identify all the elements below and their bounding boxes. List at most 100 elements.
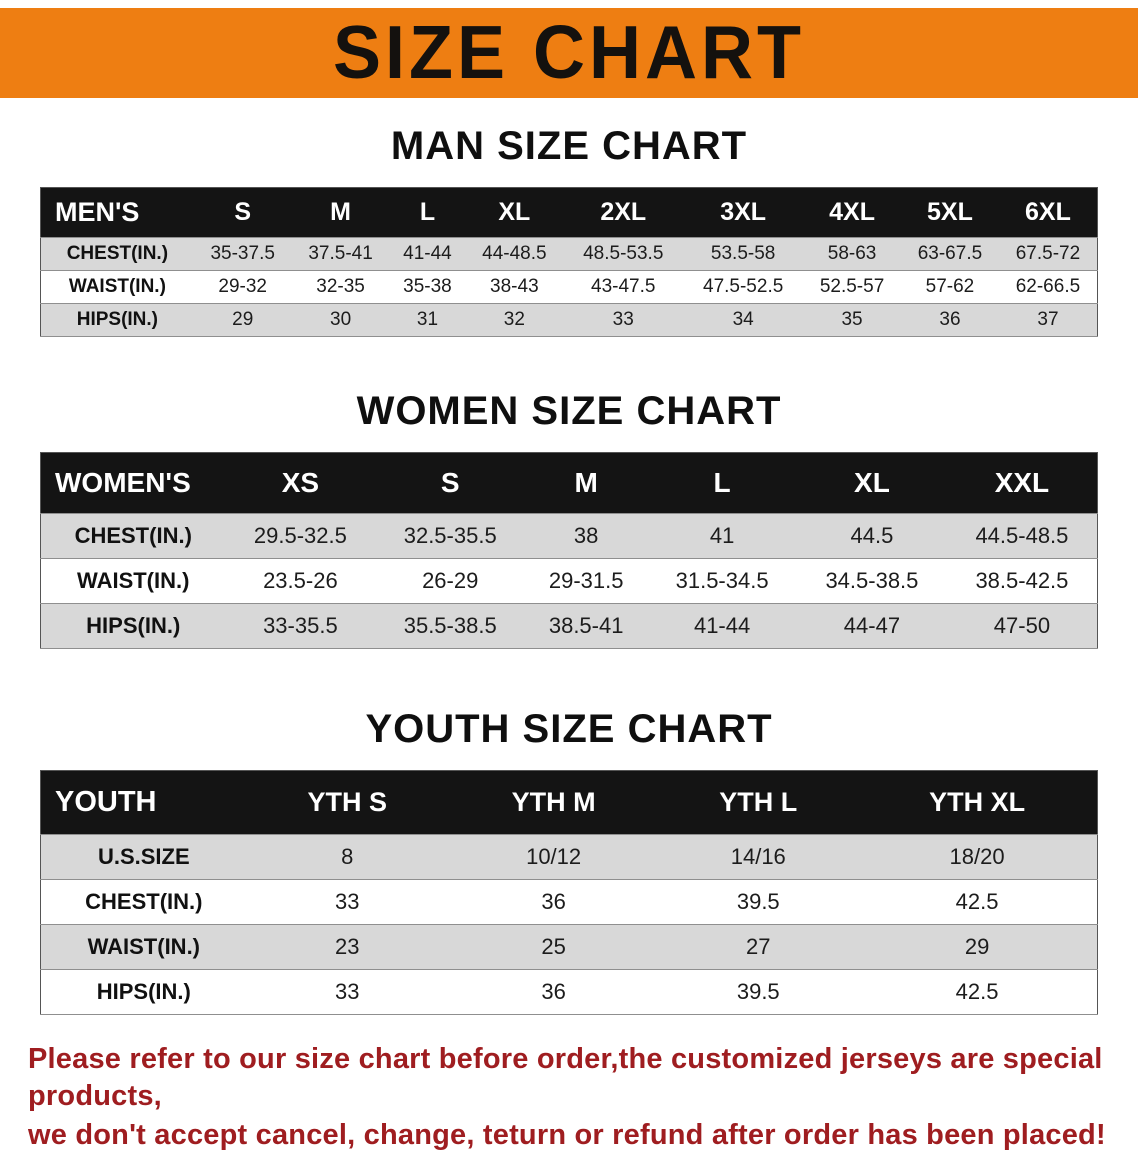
size-value-cell: 37.5-41 (291, 237, 390, 271)
size-value-cell: 29.5-32.5 (225, 513, 376, 559)
size-value-cell: 31.5-34.5 (647, 558, 798, 604)
size-value-cell: 39.5 (659, 879, 858, 925)
size-value-cell: 47.5-52.5 (683, 270, 804, 304)
table-header-row: YOUTH YTH S YTH M YTH L YTH XL (40, 770, 1098, 835)
size-value-cell: 41-44 (389, 237, 466, 271)
size-value-cell: 42.5 (857, 969, 1098, 1015)
table-head: WOMEN'S XS S M L XL XXL (40, 452, 1098, 514)
size-column-header: 5XL (901, 187, 999, 238)
size-column-header: L (647, 452, 798, 514)
row-label: HIPS(IN.) (40, 603, 226, 649)
size-value-cell: 36 (447, 969, 660, 1015)
size-column-header: YTH M (447, 770, 660, 835)
size-column-header: M (291, 187, 390, 238)
row-label: WAIST(IN.) (40, 558, 226, 604)
size-value-cell: 31 (389, 303, 466, 337)
table-row: CHEST(IN.) 29.5-32.5 32.5-35.5 38 41 44.5 44.5… (40, 513, 1098, 559)
size-chart-page: SIZE CHART MAN SIZE CHART MEN'S S M L XL 2XL 3… (0, 8, 1138, 1154)
table-row: CHEST(IN.) 33 36 39.5 42.5 (40, 879, 1098, 925)
size-column-header: 4XL (803, 187, 901, 238)
size-value-cell: 34 (683, 303, 804, 337)
size-value-cell: 26-29 (375, 558, 526, 604)
size-column-header: S (375, 452, 526, 514)
size-value-cell: 47-50 (946, 603, 1098, 649)
footer-line-1: Please refer to our size chart before or… (28, 1043, 1103, 1113)
size-column-header: XL (797, 452, 947, 514)
table-body: U.S.SIZE 8 10/12 14/16 18/20 CHEST(IN.) 33 36 39… (40, 834, 1098, 1015)
youth-section-heading: YOUTH SIZE CHART (365, 707, 773, 751)
table-header-row: MEN'S S M L XL 2XL 3XL 4XL 5XL 6XL (40, 187, 1098, 238)
table-row: U.S.SIZE 8 10/12 14/16 18/20 (40, 834, 1098, 880)
row-label: CHEST(IN.) (40, 237, 194, 271)
women-size-table: WOMEN'S XS S M L XL XXL CHEST(IN.) 29.5-32.5 32.5… (40, 452, 1098, 649)
size-value-cell: 33 (246, 879, 448, 925)
table-row: WAIST(IN.) 29-32 32-35 35-38 38-43 43-47.5 47.… (40, 270, 1098, 304)
size-value-cell: 38.5-41 (525, 603, 648, 649)
size-column-header: XS (225, 452, 376, 514)
size-column-header: YTH XL (857, 770, 1098, 835)
table-title-cell: WOMEN'S (40, 452, 226, 514)
size-value-cell: 33 (563, 303, 684, 337)
size-value-cell: 10/12 (447, 834, 660, 880)
size-column-header: L (389, 187, 466, 238)
women-section-heading: WOMEN SIZE CHART (356, 389, 782, 433)
size-value-cell: 48.5-53.5 (563, 237, 684, 271)
size-value-cell: 27 (659, 924, 858, 970)
size-column-header: YTH L (659, 770, 858, 835)
size-value-cell: 14/16 (659, 834, 858, 880)
table-body: CHEST(IN.) 29.5-32.5 32.5-35.5 38 41 44.5 44.5… (40, 513, 1098, 649)
size-column-header: 2XL (563, 187, 684, 238)
size-value-cell: 58-63 (803, 237, 901, 271)
row-label: HIPS(IN.) (40, 969, 247, 1015)
size-value-cell: 33-35.5 (225, 603, 376, 649)
table-row: HIPS(IN.) 33-35.5 35.5-38.5 38.5-41 41-44 44-… (40, 603, 1098, 649)
size-value-cell: 35-37.5 (193, 237, 292, 271)
size-value-cell: 44-47 (797, 603, 947, 649)
size-value-cell: 32 (465, 303, 564, 337)
table-row: HIPS(IN.) 33 36 39.5 42.5 (40, 969, 1098, 1015)
table-row: HIPS(IN.) 29 30 31 32 33 34 35 36 37 (40, 303, 1098, 337)
section-youth: YOUTH SIZE CHART YOUTH YTH S YTH M YTH L YTH… (0, 707, 1138, 1015)
size-value-cell: 67.5-72 (998, 237, 1098, 271)
table-header-row: WOMEN'S XS S M L XL XXL (40, 452, 1098, 514)
row-label: WAIST(IN.) (40, 924, 247, 970)
size-value-cell: 44.5 (797, 513, 947, 559)
size-value-cell: 35.5-38.5 (375, 603, 526, 649)
footer-note: Please refer to our size chart before or… (0, 1041, 1138, 1154)
size-value-cell: 34.5-38.5 (797, 558, 947, 604)
row-label: U.S.SIZE (40, 834, 247, 880)
size-value-cell: 63-67.5 (901, 237, 999, 271)
size-column-header: S (193, 187, 292, 238)
banner: SIZE CHART (0, 8, 1138, 98)
size-column-header: 6XL (998, 187, 1098, 238)
size-value-cell: 32-35 (291, 270, 390, 304)
size-value-cell: 44.5-48.5 (946, 513, 1098, 559)
size-column-header: M (525, 452, 648, 514)
size-value-cell: 18/20 (857, 834, 1098, 880)
table-row: WAIST(IN.) 23.5-26 26-29 29-31.5 31.5-34.5 34… (40, 558, 1098, 604)
row-label: HIPS(IN.) (40, 303, 194, 337)
size-value-cell: 25 (447, 924, 660, 970)
row-label: CHEST(IN.) (40, 879, 247, 925)
size-value-cell: 38-43 (465, 270, 564, 304)
table-head: YOUTH YTH S YTH M YTH L YTH XL (40, 770, 1098, 835)
table-row: WAIST(IN.) 23 25 27 29 (40, 924, 1098, 970)
table-body: CHEST(IN.) 35-37.5 37.5-41 41-44 44-48.5 48.5… (40, 237, 1098, 337)
size-value-cell: 39.5 (659, 969, 858, 1015)
size-value-cell: 30 (291, 303, 390, 337)
size-value-cell: 53.5-58 (683, 237, 804, 271)
size-value-cell: 36 (901, 303, 999, 337)
size-value-cell: 29 (193, 303, 292, 337)
size-value-cell: 29-31.5 (525, 558, 648, 604)
size-value-cell: 41-44 (647, 603, 798, 649)
men-section-heading: MAN SIZE CHART (390, 124, 748, 168)
size-value-cell: 35 (803, 303, 901, 337)
size-value-cell: 32.5-35.5 (375, 513, 526, 559)
size-value-cell: 42.5 (857, 879, 1098, 925)
section-men: MAN SIZE CHART MEN'S S M L XL 2XL 3XL 4XL 5XL 6XL… (0, 124, 1138, 337)
section-women: WOMEN SIZE CHART WOMEN'S XS S M L XL XXL CHEST(… (0, 389, 1138, 649)
table-title-cell: YOUTH (40, 770, 247, 835)
size-column-header: XXL (946, 452, 1098, 514)
table-title-cell: MEN'S (40, 187, 194, 238)
size-value-cell: 29-32 (193, 270, 292, 304)
